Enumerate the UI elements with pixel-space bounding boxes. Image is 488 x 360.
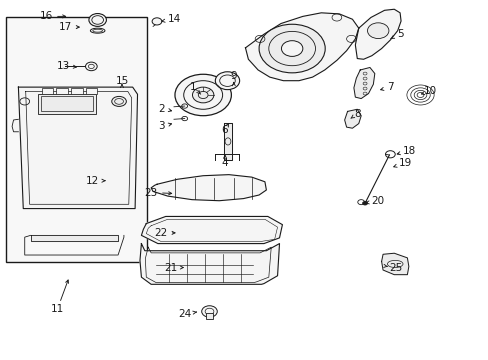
Polygon shape bbox=[140, 244, 279, 284]
Text: 4: 4 bbox=[221, 158, 228, 168]
Bar bbox=[41, 88, 53, 94]
Text: 1: 1 bbox=[190, 82, 196, 92]
Text: 5: 5 bbox=[396, 28, 403, 39]
Bar bbox=[205, 313, 213, 319]
Polygon shape bbox=[151, 175, 266, 201]
Circle shape bbox=[215, 72, 239, 90]
Circle shape bbox=[367, 23, 388, 39]
Text: 7: 7 bbox=[386, 82, 393, 92]
Text: 18: 18 bbox=[403, 146, 416, 156]
Text: 8: 8 bbox=[353, 109, 360, 119]
Polygon shape bbox=[355, 9, 400, 59]
Circle shape bbox=[201, 306, 217, 317]
Text: 10: 10 bbox=[423, 86, 436, 96]
Polygon shape bbox=[381, 253, 408, 275]
Text: 9: 9 bbox=[230, 71, 237, 81]
Text: 19: 19 bbox=[398, 158, 411, 168]
Text: 20: 20 bbox=[371, 197, 384, 206]
Text: 17: 17 bbox=[59, 22, 72, 32]
Circle shape bbox=[281, 41, 302, 57]
Bar bbox=[56, 88, 68, 94]
Polygon shape bbox=[224, 123, 232, 160]
Text: 23: 23 bbox=[144, 188, 158, 198]
Text: 2: 2 bbox=[158, 104, 165, 113]
Bar bbox=[41, 96, 93, 111]
Polygon shape bbox=[141, 216, 282, 244]
Ellipse shape bbox=[90, 28, 105, 33]
Text: 16: 16 bbox=[40, 12, 53, 21]
Text: 25: 25 bbox=[389, 262, 402, 273]
Polygon shape bbox=[353, 67, 374, 99]
Bar bbox=[38, 94, 96, 114]
Polygon shape bbox=[344, 109, 361, 128]
Ellipse shape bbox=[112, 96, 126, 107]
Text: 11: 11 bbox=[51, 304, 64, 314]
Text: 14: 14 bbox=[167, 14, 180, 24]
Text: 21: 21 bbox=[163, 262, 177, 273]
Bar bbox=[6, 18, 147, 262]
Text: 13: 13 bbox=[57, 61, 70, 71]
Bar bbox=[85, 88, 97, 94]
Polygon shape bbox=[245, 13, 358, 81]
Polygon shape bbox=[19, 87, 137, 208]
Polygon shape bbox=[12, 119, 19, 132]
Circle shape bbox=[175, 74, 231, 116]
Circle shape bbox=[89, 14, 106, 26]
Text: 12: 12 bbox=[86, 176, 99, 186]
Circle shape bbox=[85, 62, 97, 71]
Polygon shape bbox=[30, 235, 118, 241]
Text: 6: 6 bbox=[221, 125, 228, 135]
Circle shape bbox=[152, 18, 162, 25]
Text: 22: 22 bbox=[154, 228, 167, 238]
Circle shape bbox=[192, 87, 213, 103]
Circle shape bbox=[259, 24, 325, 73]
Circle shape bbox=[362, 202, 367, 205]
Text: 15: 15 bbox=[115, 76, 128, 86]
Bar bbox=[71, 88, 82, 94]
Text: 24: 24 bbox=[178, 309, 191, 319]
Text: 3: 3 bbox=[158, 121, 165, 131]
